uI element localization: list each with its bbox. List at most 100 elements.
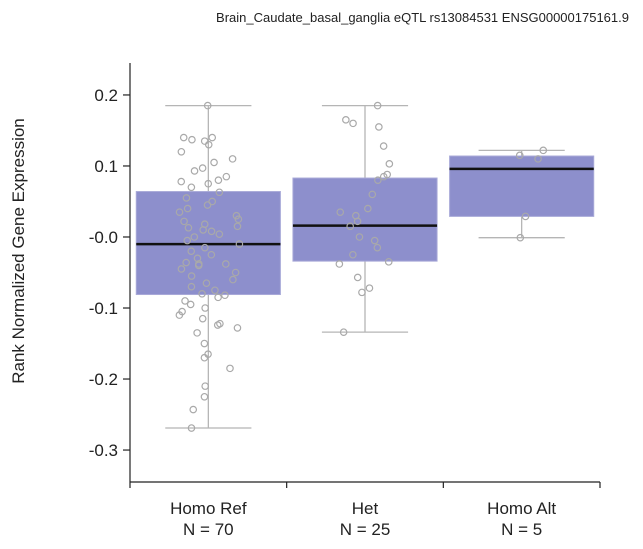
data-point [353,217,362,226]
data-point [233,222,242,231]
data-point [201,304,209,312]
data-point [233,324,242,332]
data-point [187,282,196,291]
data-point [516,233,525,242]
data-point [186,300,195,309]
data-point [365,284,374,292]
data-point [180,217,188,226]
data-point [193,329,201,337]
data-point [373,243,382,252]
data-point [214,176,223,184]
data-point [200,392,209,401]
plot-area: -0.3 -0.2 -0.1 -0.0 0.1 0.2 Homo Ref N = 70 Het N… [89,63,601,539]
data-point [208,197,216,206]
data-point [189,405,198,414]
data-point [207,250,216,259]
data-point [198,164,207,172]
data-point [201,382,209,390]
data-point [221,260,230,268]
data-point [188,135,196,144]
data-point [182,194,191,202]
data-point [521,212,530,221]
data-point [187,183,196,192]
data-point [226,364,234,373]
data-point [379,172,388,181]
category-label: Het [352,499,379,518]
data-point [349,119,357,128]
y-tick-label: -0.1 [89,299,118,318]
data-point [375,123,383,131]
data-point [175,208,184,216]
category-count-label: N = 25 [340,520,391,539]
data-point [187,424,196,432]
data-point [379,142,388,150]
category-count-label: N = 70 [183,520,234,539]
data-point [370,236,379,245]
data-point [187,272,196,280]
category-count-label: N = 5 [501,520,542,539]
data-point [182,258,190,267]
data-point [175,311,184,319]
data-point [179,133,188,142]
data-point [177,265,186,273]
data-point [364,204,372,213]
data-point [373,101,382,110]
data-point [235,240,244,248]
data-point [385,160,394,168]
data-point [228,155,237,163]
data-point [368,190,377,199]
data-point [335,260,344,268]
data-point [184,223,193,232]
data-point [201,243,209,252]
data-point [194,261,203,270]
data-point [208,133,217,142]
data-point [190,233,199,241]
data-point [177,147,186,156]
y-tick-label: -0.3 [89,441,118,460]
data-point [204,140,213,149]
data-point [355,233,364,241]
data-point [207,227,216,236]
chart-title: Brain_Caudate_basal_ganglia eQTL rs13084… [216,10,629,25]
data-point [374,176,382,184]
category-label: Homo Ref [170,499,247,518]
box [292,177,438,262]
data-point [204,179,213,188]
data-point [214,293,222,302]
data-point [203,101,212,110]
box [449,155,595,217]
data-point [183,204,192,213]
data-point [346,222,354,231]
data-point [177,177,186,186]
data-point [210,158,218,167]
y-tick-label: -0.2 [89,370,118,389]
data-point [229,275,237,284]
data-point [215,188,224,197]
data-point [234,215,243,224]
y-tick-label: 0.2 [94,86,118,105]
data-point [342,116,350,124]
data-point [534,155,542,163]
y-tick-label: 0.1 [94,157,118,176]
data-point [199,226,207,234]
data-point [349,250,357,259]
data-point [181,297,189,305]
data-point [202,279,211,287]
data-point [515,151,524,160]
data-point [353,273,362,282]
data-point [211,286,219,295]
data-point [203,201,212,209]
y-tick-label: -0.0 [89,228,118,247]
data-point [183,236,192,245]
data-point [384,258,393,266]
data-point [221,291,229,300]
data-point [339,328,348,336]
data-point [336,208,345,216]
data-point [539,146,548,155]
data-point [198,290,206,298]
data-point [200,137,209,145]
data-point [222,172,231,181]
data-point [200,339,209,348]
data-point [215,230,224,238]
